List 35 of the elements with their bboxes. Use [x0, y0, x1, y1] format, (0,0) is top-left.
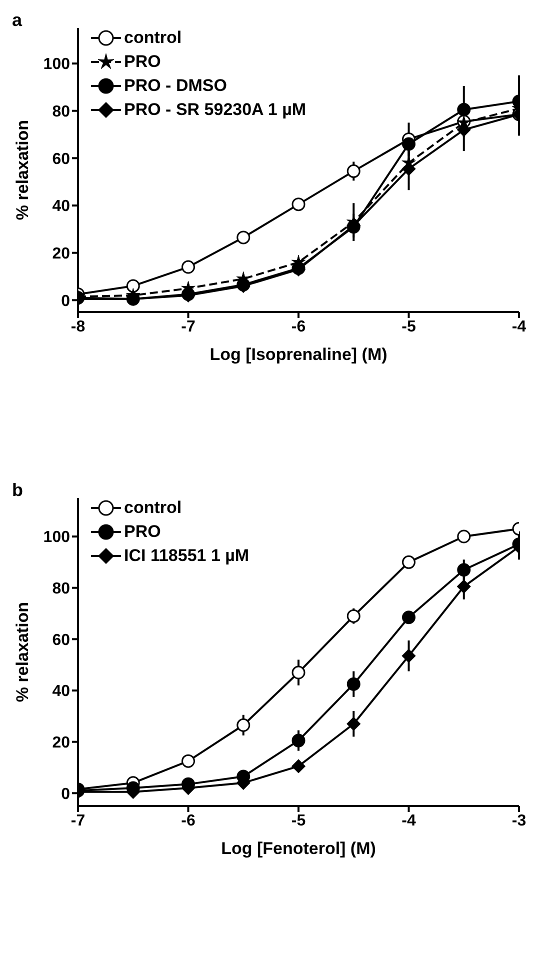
y-tick-label: 100: [43, 529, 70, 546]
legend-label: PRO: [124, 52, 161, 72]
x-tick-label: -5: [291, 812, 306, 830]
legend-label: ICI 118551 1 µM: [124, 546, 250, 566]
legend-label: PRO - SR 59230A 1 µM: [124, 100, 306, 120]
x-tick-label: -4: [512, 318, 526, 336]
x-axis-title: Log [Fenoterol] (M): [221, 839, 376, 858]
x-tick-label: -6: [181, 812, 196, 830]
y-tick-label: 40: [52, 683, 70, 700]
x-tick-label: -4: [402, 812, 416, 830]
x-tick-label: -3: [512, 812, 526, 830]
y-tick-label: 100: [43, 56, 70, 74]
y-axis-title: % relaxation: [13, 120, 32, 220]
y-axis-title: % relaxation: [13, 602, 32, 702]
x-tick-label: -6: [291, 318, 306, 336]
legend-label: control: [124, 498, 182, 518]
y-tick-label: 60: [52, 150, 70, 168]
y-tick-label: 40: [52, 198, 70, 216]
y-tick-label: 20: [52, 246, 70, 263]
x-axis-title: Log [Isoprenaline] (M): [210, 345, 388, 364]
y-tick-label: 80: [52, 104, 70, 121]
x-tick-label: -7: [70, 812, 86, 830]
x-tick-label: -5: [402, 318, 416, 336]
y-tick-label: 0: [61, 292, 70, 310]
y-tick-label: 60: [52, 632, 70, 649]
x-tick-label: -7: [181, 318, 196, 336]
chart-title: b: [12, 480, 23, 501]
legend-label: PRO: [124, 522, 161, 542]
y-tick-label: 20: [52, 734, 70, 752]
legend-label: PRO - DMSO: [124, 76, 227, 96]
y-tick-label: 0: [61, 786, 70, 803]
legend-label: control: [124, 28, 182, 48]
chart-title: a: [12, 10, 22, 31]
y-tick-label: 80: [52, 580, 70, 598]
x-tick-label: -8: [70, 318, 86, 336]
